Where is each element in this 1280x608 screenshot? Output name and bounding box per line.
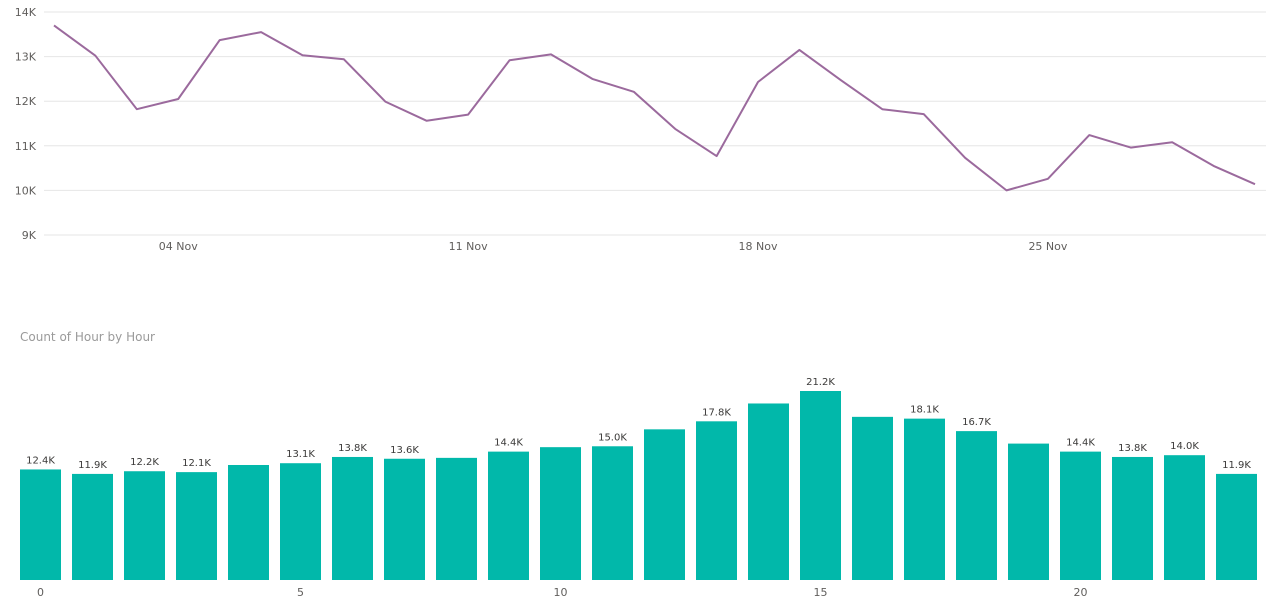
bar-chart-data-labels: 12.4K 11.9K 12.2K 12.1K 13.1K 13.8K 13.6K 14.4K…	[26, 377, 1251, 471]
bar-data-label: 13.1K	[286, 449, 315, 460]
line-chart-gridlines	[44, 11, 1266, 236]
bar-data-label: 21.2K	[806, 377, 835, 388]
bar-chart-x-axis: 0 5 10 15 20	[37, 586, 1088, 599]
line-x-tick-label: 25 Nov	[1028, 240, 1067, 253]
bar-data-label: 13.8K	[338, 443, 367, 454]
bar-data-label: 11.9K	[1222, 460, 1251, 471]
bar-chart: Count of Hour by Hour 12.4K 11.9K 12.2K 12.…	[20, 330, 1257, 599]
line-y-tick-label: 13K	[15, 51, 37, 64]
line-y-tick-label: 14K	[15, 6, 37, 19]
bar-x-tick-label: 5	[297, 586, 304, 599]
line-chart: 9K 10K 11K 12K 13K 14K 04 Nov 11 Nov 18 Nov 25 N…	[15, 6, 1266, 253]
bar[interactable]	[540, 447, 581, 580]
bar[interactable]	[644, 429, 685, 580]
bar-x-tick-label: 15	[814, 586, 828, 599]
bar[interactable]	[696, 421, 737, 580]
bar-x-tick-label: 0	[37, 586, 44, 599]
bar-data-label: 12.2K	[130, 457, 159, 468]
bar[interactable]	[176, 472, 217, 580]
bar-data-label: 11.9K	[78, 460, 107, 471]
line-series[interactable]	[53, 24, 1256, 192]
bar-x-tick-label: 20	[1074, 586, 1088, 599]
line-chart-y-axis: 9K 10K 11K 12K 13K 14K	[15, 6, 37, 242]
line-x-tick-label: 11 Nov	[449, 240, 488, 253]
bar-data-label: 12.1K	[182, 458, 211, 469]
bar[interactable]	[1112, 456, 1153, 580]
bar[interactable]	[1060, 451, 1101, 580]
bar-data-label: 14.4K	[494, 438, 523, 449]
line-x-tick-label: 04 Nov	[159, 240, 198, 253]
bar-chart-bars	[20, 391, 1257, 580]
bar-x-tick-label: 10	[554, 586, 568, 599]
bar[interactable]	[748, 403, 789, 580]
bar[interactable]	[904, 418, 945, 580]
bar[interactable]	[592, 446, 633, 580]
bar[interactable]	[956, 431, 997, 580]
bar-data-label: 12.4K	[26, 455, 55, 466]
line-y-tick-label: 11K	[15, 140, 37, 153]
bar[interactable]	[1164, 455, 1205, 580]
bar[interactable]	[384, 458, 425, 580]
bar-data-label: 13.8K	[1118, 443, 1147, 454]
bar-data-label: 15.0K	[598, 432, 627, 443]
line-x-tick-label: 18 Nov	[739, 240, 778, 253]
bar-data-label: 14.0K	[1170, 441, 1199, 452]
bar[interactable]	[20, 469, 61, 580]
bar[interactable]	[1216, 473, 1257, 580]
bar[interactable]	[852, 416, 893, 580]
bar-data-label: 16.7K	[962, 417, 991, 428]
bar-data-label: 14.4K	[1066, 438, 1095, 449]
bar[interactable]	[280, 463, 321, 580]
line-chart-x-axis: 04 Nov 11 Nov 18 Nov 25 Nov	[159, 240, 1068, 253]
bar[interactable]	[72, 473, 113, 580]
bar[interactable]	[436, 457, 477, 580]
bar[interactable]	[332, 456, 373, 580]
bar-data-label: 17.8K	[702, 407, 731, 418]
line-y-tick-label: 9K	[22, 229, 37, 242]
line-y-tick-label: 12K	[15, 95, 37, 108]
bar[interactable]	[124, 471, 165, 580]
bar-data-label: 18.1K	[910, 405, 939, 416]
bar-chart-title: Count of Hour by Hour	[20, 330, 155, 344]
bar-data-label: 13.6K	[390, 445, 419, 456]
bar[interactable]	[488, 451, 529, 580]
bar[interactable]	[1008, 443, 1049, 580]
bar[interactable]	[800, 391, 841, 580]
line-y-tick-label: 10K	[15, 184, 37, 197]
bar[interactable]	[228, 464, 269, 580]
